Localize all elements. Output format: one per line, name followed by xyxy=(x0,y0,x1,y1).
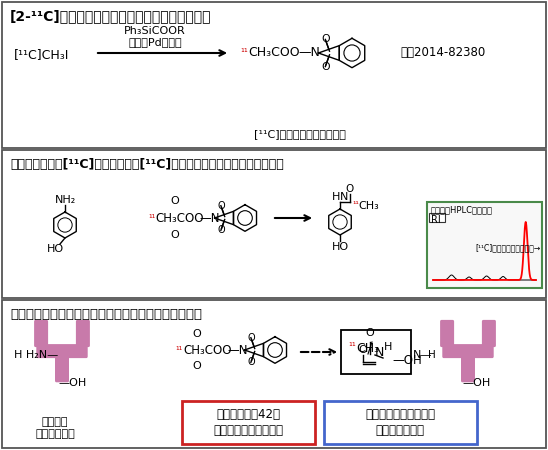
FancyBboxPatch shape xyxy=(341,330,411,374)
Text: RI: RI xyxy=(431,215,441,225)
FancyBboxPatch shape xyxy=(440,320,454,347)
Text: CH₃: CH₃ xyxy=(356,342,379,356)
Text: 世界最小標識ユニット: 世界最小標識ユニット xyxy=(213,423,283,436)
FancyBboxPatch shape xyxy=(461,355,475,382)
Text: [2-¹¹C]アセチルフタルイミジルエステルの開発: [2-¹¹C]アセチルフタルイミジルエステルの開発 xyxy=(10,9,212,23)
Text: N: N xyxy=(340,192,348,202)
Text: ¹¹: ¹¹ xyxy=(240,48,248,58)
Text: CH₃COO: CH₃COO xyxy=(183,343,231,356)
Text: O: O xyxy=(247,333,255,343)
Text: 抗体本体の活性変化を: 抗体本体の活性変化を xyxy=(365,408,435,420)
Text: 最小限にできる: 最小限にできる xyxy=(375,423,425,436)
FancyBboxPatch shape xyxy=(2,2,546,148)
Text: NH₂: NH₂ xyxy=(54,195,76,205)
Text: O: O xyxy=(170,196,179,206)
FancyBboxPatch shape xyxy=(427,202,542,288)
Text: H H₂N—: H H₂N— xyxy=(14,350,58,360)
Text: 抗体医薬
候補化合物等: 抗体医薬 候補化合物等 xyxy=(35,417,75,439)
FancyBboxPatch shape xyxy=(2,150,546,298)
Text: O: O xyxy=(217,225,225,235)
Text: O: O xyxy=(366,328,374,338)
Text: ¹¹: ¹¹ xyxy=(348,342,356,352)
Text: —N: —N xyxy=(298,46,320,59)
Text: O: O xyxy=(358,345,367,355)
Text: O: O xyxy=(321,34,330,45)
Text: 分子量わずか42の: 分子量わずか42の xyxy=(216,408,280,420)
Text: N: N xyxy=(375,346,384,359)
FancyBboxPatch shape xyxy=(2,300,546,448)
Text: HO: HO xyxy=(332,242,349,252)
FancyBboxPatch shape xyxy=(482,320,496,347)
FancyBboxPatch shape xyxy=(323,400,477,444)
Text: 反応液のHPLC分析結果: 反応液のHPLC分析結果 xyxy=(431,205,493,214)
Text: CH₃COO: CH₃COO xyxy=(248,46,300,59)
Text: [¹¹C]アセチル活性エステル: [¹¹C]アセチル活性エステル xyxy=(254,129,346,139)
Text: H: H xyxy=(332,192,340,202)
Text: —OH: —OH xyxy=(58,378,86,388)
Text: ¹¹: ¹¹ xyxy=(148,213,155,222)
Text: O: O xyxy=(247,357,255,367)
FancyBboxPatch shape xyxy=(76,320,90,347)
FancyBboxPatch shape xyxy=(36,344,88,358)
Text: [¹¹C]CH₃I: [¹¹C]CH₃I xyxy=(14,49,70,62)
Text: H: H xyxy=(384,342,392,352)
Text: O: O xyxy=(321,62,330,72)
Text: —OH: —OH xyxy=(392,354,422,366)
Text: —OH: —OH xyxy=(462,378,490,388)
Text: CH₃: CH₃ xyxy=(358,201,379,211)
FancyBboxPatch shape xyxy=(429,213,445,222)
Text: ¹¹: ¹¹ xyxy=(175,346,182,355)
Text: 特願2014-82380: 特願2014-82380 xyxy=(400,46,485,59)
Text: O: O xyxy=(346,184,354,194)
Text: O: O xyxy=(193,361,201,371)
FancyBboxPatch shape xyxy=(442,344,494,358)
Text: O: O xyxy=(217,201,225,211)
Text: O: O xyxy=(193,329,201,339)
Text: O: O xyxy=(170,230,179,240)
Text: N—: N— xyxy=(413,350,432,360)
FancyBboxPatch shape xyxy=(34,320,48,347)
Text: 想定される応用例：抗体、タンパク質の標識化の実現: 想定される応用例：抗体、タンパク質の標識化の実現 xyxy=(10,308,202,321)
Text: H: H xyxy=(428,350,436,360)
Text: [¹¹C]アセトアミノフェン→: [¹¹C]アセトアミノフェン→ xyxy=(475,243,540,252)
FancyBboxPatch shape xyxy=(55,355,69,382)
Text: —N: —N xyxy=(199,212,220,225)
Text: HO: HO xyxy=(47,244,64,254)
Text: Ph₃SiCOOR: Ph₃SiCOOR xyxy=(124,26,186,36)
FancyBboxPatch shape xyxy=(181,400,315,444)
Text: アミノ基選択的[¹¹C]アセチル化：[¹¹C]アセトアミノフェン合成を実例に: アミノ基選択的[¹¹C]アセチル化：[¹¹C]アセトアミノフェン合成を実例に xyxy=(10,158,284,171)
Text: CH₃COO: CH₃COO xyxy=(155,212,203,225)
Text: 独自のPd触媒系: 独自のPd触媒系 xyxy=(128,37,182,47)
Text: —N: —N xyxy=(227,343,248,356)
Text: ¹¹: ¹¹ xyxy=(352,199,359,208)
